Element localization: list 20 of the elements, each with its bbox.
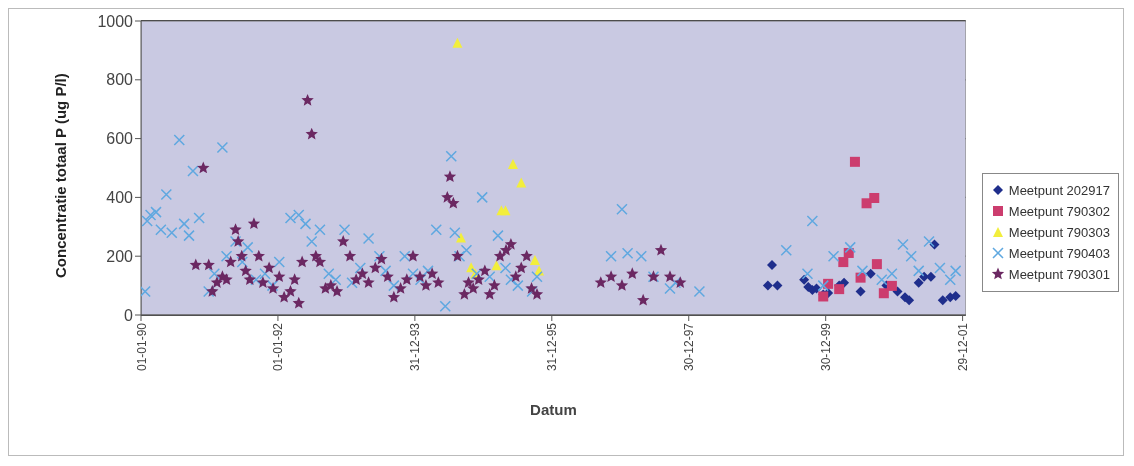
x-axis-title: Datum [530, 401, 577, 418]
legend-label: Meetpunt 790302 [1008, 203, 1110, 219]
x-tick-label: 31-12-95 [545, 322, 560, 372]
x-tick-label: 31-12-93 [408, 322, 423, 372]
legend-label: Meetpunt 790403 [1008, 245, 1110, 261]
y-tick-label: 800 [106, 71, 134, 89]
legend-label: Meetpunt 202917 [1008, 182, 1110, 198]
x-tick-label: 30-12-97 [682, 322, 697, 372]
legend-label: Meetpunt 790303 [1008, 224, 1110, 240]
y-tick-label: 200 [106, 247, 134, 265]
x-tick-label: 29-12-01 [956, 322, 971, 372]
x-tick-label: 01-01-92 [271, 322, 286, 372]
y-tick-label: 0 [124, 306, 134, 324]
y-tick-label: 600 [106, 130, 134, 148]
x-tick-label: 30-12-99 [819, 322, 834, 372]
x-tick-label: 01-01-90 [134, 322, 149, 372]
legend-label: Meetpunt 790301 [1008, 266, 1110, 282]
y-tick-label: 1000 [97, 12, 134, 30]
y-axis-title: Concentratie totaal P (ug P/l) [52, 73, 70, 278]
y-tick-label: 400 [106, 189, 134, 207]
